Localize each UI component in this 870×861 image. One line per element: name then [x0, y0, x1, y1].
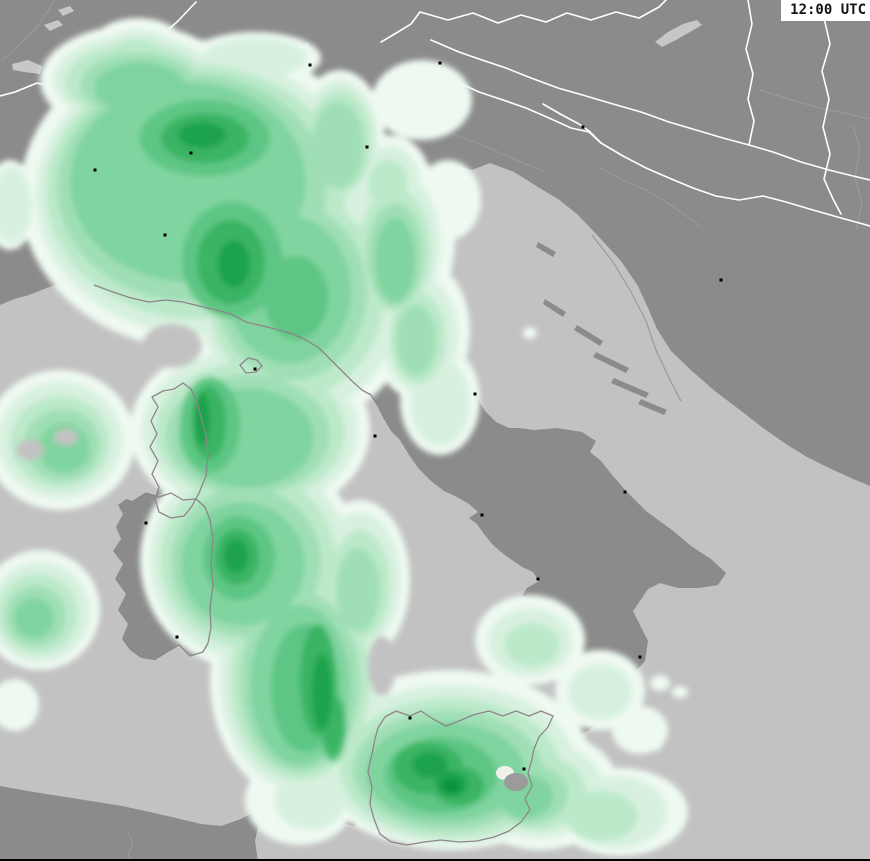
city-dot: [408, 716, 412, 720]
coast-sardinia: [132, 492, 214, 661]
land-north-africa: [0, 786, 290, 861]
coast-elba: [239, 357, 263, 374]
river-mur: [419, 0, 667, 24]
city-dot: [175, 635, 179, 639]
coast-liguria-tuscany: [93, 284, 386, 421]
city-dot: [438, 61, 442, 65]
city-dot: [581, 125, 585, 129]
border-tunisia: [127, 830, 134, 861]
coast-sicily: [367, 710, 554, 846]
city-dot: [522, 767, 526, 771]
city-dot: [623, 490, 627, 494]
bottom-frame-line: [0, 859, 870, 861]
border-croatia: [599, 167, 701, 227]
city-dot: [365, 145, 369, 149]
coast-corsica: [149, 382, 209, 519]
city-dot: [253, 367, 257, 371]
lake-balaton: [655, 20, 702, 47]
city-dot: [189, 151, 193, 155]
city-dot: [719, 278, 723, 282]
coastline-overlay: [93, 284, 554, 846]
city-dot: [536, 577, 540, 581]
city-dot: [373, 434, 377, 438]
border-slovenia: [447, 131, 546, 173]
city-dot: [473, 392, 477, 396]
precip-level-9: [443, 779, 459, 793]
precip-gaps: [16, 324, 396, 696]
border-line: [1, 0, 56, 61]
border-bosnia: [591, 234, 682, 402]
timestamp-text: 12:00 UTC: [790, 2, 866, 18]
city-dot: [638, 655, 642, 659]
river-tisza: [821, 17, 842, 215]
etna-gray-patch: [504, 773, 528, 791]
city-markers: [93, 61, 723, 771]
river-danube: [745, 0, 755, 146]
lake-geneva: [12, 60, 42, 74]
precipitation-layer: [0, 18, 688, 856]
city-dot: [480, 513, 484, 517]
border-austria-hungary: [759, 89, 870, 120]
lake-neuchatel: [44, 6, 74, 31]
river-sava: [452, 79, 870, 227]
river-zagreb: [542, 103, 602, 144]
river-mur-branch: [380, 11, 421, 43]
etna-area: [496, 766, 528, 791]
river-drava: [430, 39, 870, 181]
city-dot: [144, 521, 148, 525]
city-dot: [163, 233, 167, 237]
city-dot: [308, 63, 312, 67]
city-dot: [93, 168, 97, 172]
timestamp-label: 12:00 UTC: [781, 0, 870, 21]
